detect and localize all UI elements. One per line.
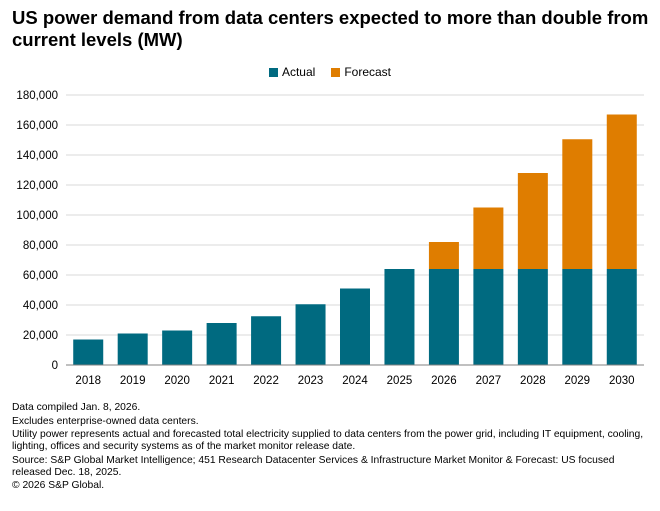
x-tick-label: 2028 xyxy=(520,375,546,387)
bar-forecast-2028 xyxy=(517,173,548,269)
y-tick-label: 120,000 xyxy=(16,180,58,192)
bar-actual-2029 xyxy=(562,269,593,365)
bar-forecast-2027 xyxy=(473,207,504,269)
legend-swatch-forecast xyxy=(331,67,341,77)
bar-actual-2023 xyxy=(295,304,326,365)
x-tick-label: 2019 xyxy=(120,375,146,387)
x-tick-label: 2027 xyxy=(476,375,502,387)
legend-label-actual: Actual xyxy=(281,65,316,79)
bar-actual-2024 xyxy=(340,288,370,365)
legend-item-actual: Actual xyxy=(268,64,316,80)
bar-actual-2027 xyxy=(473,269,504,365)
bar-forecast-2026 xyxy=(428,242,459,269)
y-tick-label: 180,000 xyxy=(16,90,58,102)
x-tick-label: 2023 xyxy=(298,375,324,387)
legend-swatch-actual xyxy=(268,67,278,77)
x-tick-label: 2026 xyxy=(431,375,457,387)
legend-item-forecast: Forecast xyxy=(331,64,391,80)
y-tick-label: 80,000 xyxy=(23,240,58,252)
bar-forecast-2029 xyxy=(562,139,593,269)
bar-forecast-2030 xyxy=(606,114,637,269)
bar-actual-2030 xyxy=(606,269,637,365)
note-excludes: Excludes enterprise-owned data centers. xyxy=(12,415,199,427)
chart-notes: Data compiled Jan. 8, 2026. Excludes ent… xyxy=(12,402,652,494)
x-tick-label: 2018 xyxy=(75,375,101,387)
x-tick-label: 2021 xyxy=(209,375,235,387)
bar-actual-2028 xyxy=(517,269,548,365)
note-utility-power: Utility power represents actual and fore… xyxy=(12,429,644,452)
y-tick-label: 40,000 xyxy=(23,300,58,312)
x-tick-label: 2020 xyxy=(164,375,190,387)
chart-legend: Actual Forecast xyxy=(0,64,660,80)
x-tick-label: 2024 xyxy=(342,375,368,387)
bar-actual-2021 xyxy=(206,323,237,365)
bar-actual-2022 xyxy=(251,316,282,365)
y-tick-label: 100,000 xyxy=(16,210,58,222)
y-tick-label: 20,000 xyxy=(23,330,58,342)
bar-chart: 0 20,000 40,000 60,000 80,000 100,000 120,000 1… xyxy=(16,90,644,387)
chart-title: US power demand from data centers expect… xyxy=(12,7,649,50)
y-tick-label: 0 xyxy=(52,360,58,372)
x-tick-label: 2030 xyxy=(609,375,635,387)
bar-actual-2020 xyxy=(162,330,193,365)
y-tick-label: 140,000 xyxy=(16,150,58,162)
bar-actual-2025 xyxy=(384,269,415,365)
note-copyright: © 2026 S&P Global. xyxy=(12,480,105,491)
y-tick-label: 160,000 xyxy=(16,120,58,132)
bar-actual-2018 xyxy=(73,339,104,365)
note-source: Source: S&P Global Market Intelligence; … xyxy=(12,454,615,478)
note-compiled: Data compiled Jan. 8, 2026. xyxy=(12,402,141,413)
x-tick-label: 2022 xyxy=(253,375,279,387)
legend-label-forecast: Forecast xyxy=(344,65,392,79)
y-tick-label: 60,000 xyxy=(23,270,58,282)
bar-actual-2026 xyxy=(428,269,459,365)
x-tick-label: 2029 xyxy=(565,375,591,387)
x-tick-label: 2025 xyxy=(387,375,413,387)
bar-actual-2019 xyxy=(117,333,148,365)
